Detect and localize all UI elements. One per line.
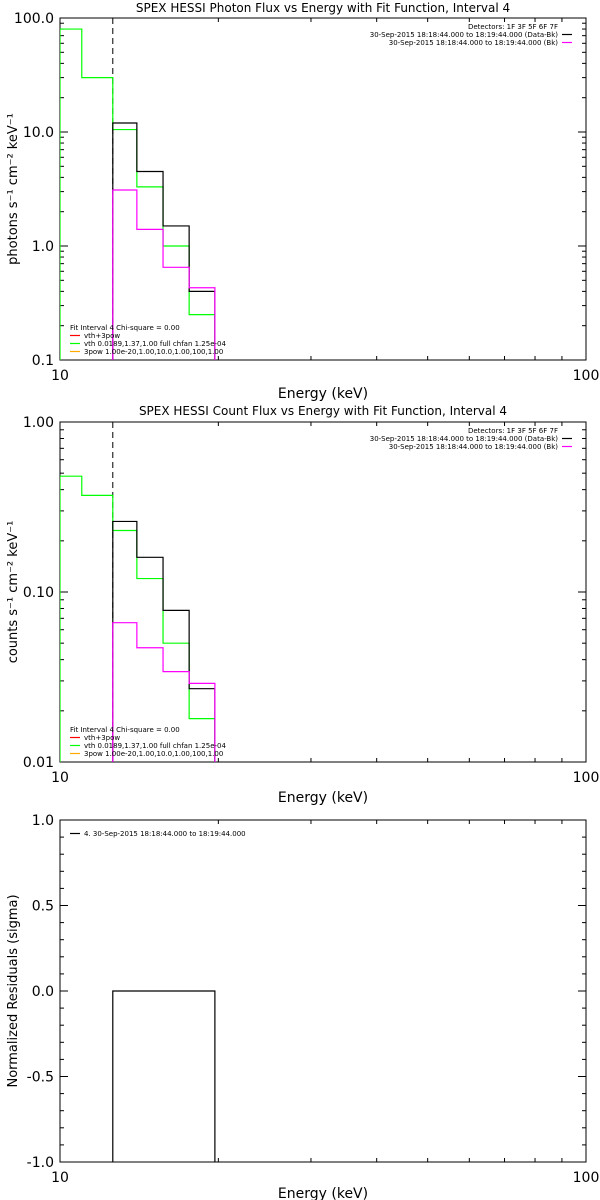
x-axis-label: Energy (keV) (278, 386, 368, 402)
y-tick-label: -0.5 (27, 1070, 54, 1086)
detectors-label: Detectors: 1F 3F 5F 6F 7F (468, 427, 558, 435)
y-axis-label: counts s⁻¹ cm⁻² keV⁻¹ (6, 521, 21, 664)
chart-panel-1: SPEX HESSI Photon Flux vs Energy with Fi… (6, 1, 600, 402)
x-axis-label: Energy (keV) (278, 790, 368, 806)
x-tick-label: 100 (573, 770, 600, 786)
spectrum-series (60, 475, 216, 762)
y-tick-label: 10.0 (23, 125, 54, 141)
y-axis-label: photons s⁻¹ cm⁻² keV⁻¹ (6, 113, 21, 265)
plot-area (112, 990, 216, 1162)
residual-bar (112, 990, 216, 1162)
fit-interval-label: Fit Interval 4 Chi-square = 0.00 (70, 324, 180, 332)
plot-frame (59, 17, 587, 361)
x-tick-label: 10 (51, 1170, 69, 1186)
x-tick-label: 100 (573, 368, 600, 384)
spectrum-series (112, 520, 216, 762)
y-tick-label: 0.01 (23, 755, 54, 771)
plot-area (60, 18, 216, 360)
legend-entry-label: 3pow 1.00e-20,1.00,10.0,1.00,100,1.00 (84, 348, 223, 356)
detectors-label: Detectors: 1F 3F 5F 6F 7F (468, 23, 558, 31)
y-tick-label: 0.5 (32, 899, 54, 915)
spectrum-series (112, 622, 216, 762)
legend-entry-label: 30-Sep-2015 18:18:44.000 to 18:19:44.000… (389, 39, 559, 47)
plot-area (60, 422, 216, 762)
legend-entry-label: vth 0.0189,1.37,1.00 full chfan 1.25e-04 (84, 742, 226, 750)
legend-entry-label: 30-Sep-2015 18:18:44.000 to 18:19:44.000… (370, 31, 559, 39)
legend-entry-label: 30-Sep-2015 18:18:44.000 to 18:19:44.000… (389, 443, 559, 451)
legend-entry-label: vth+3pow (84, 332, 120, 340)
legend-entry-label: 4. 30-Sep-2015 18:18:44.000 to 18:19:44.… (84, 830, 246, 838)
y-tick-label: 1.0 (32, 813, 54, 829)
y-tick-label: 100.0 (14, 11, 54, 27)
y-tick-label: 0.1 (32, 353, 54, 369)
x-axis-label: Energy (keV) (278, 1186, 368, 1200)
chart-panel-3: Energy (keV) Normalized Residuals (sigma)… (6, 813, 600, 1200)
x-tick-label: 10 (51, 368, 69, 384)
legend-entry-label: 30-Sep-2015 18:18:44.000 to 18:19:44.000… (370, 435, 559, 443)
legend-entry-label: vth+3pow (84, 734, 120, 742)
spectrum-series (112, 189, 216, 360)
legend-entry-label: vth 0.0189,1.37,1.00 full chfan 1.25e-04 (84, 340, 226, 348)
y-tick-label: 0.10 (23, 585, 54, 601)
y-tick-label: 1.00 (23, 415, 54, 431)
legend-entry-label: 3pow 1.00e-20,1.00,10.0,1.00,100,1.00 (84, 750, 223, 758)
chart-title: SPEX HESSI Photon Flux vs Energy with Fi… (136, 1, 510, 15)
plot-frame (59, 421, 587, 763)
x-tick-label: 100 (573, 1170, 600, 1186)
y-tick-label: 1.0 (32, 239, 54, 255)
chart-title: SPEX HESSI Count Flux vs Energy with Fit… (139, 404, 507, 418)
y-tick-label: -1.0 (27, 1155, 54, 1171)
spectrum-series (112, 122, 216, 360)
fit-interval-label: Fit Interval 4 Chi-square = 0.00 (70, 726, 180, 734)
y-tick-label: 0.0 (32, 984, 54, 1000)
chart-panel-2: SPEX HESSI Count Flux vs Energy with Fit… (6, 404, 600, 806)
y-axis-label: Normalized Residuals (sigma) (6, 894, 21, 1087)
x-tick-label: 10 (51, 770, 69, 786)
